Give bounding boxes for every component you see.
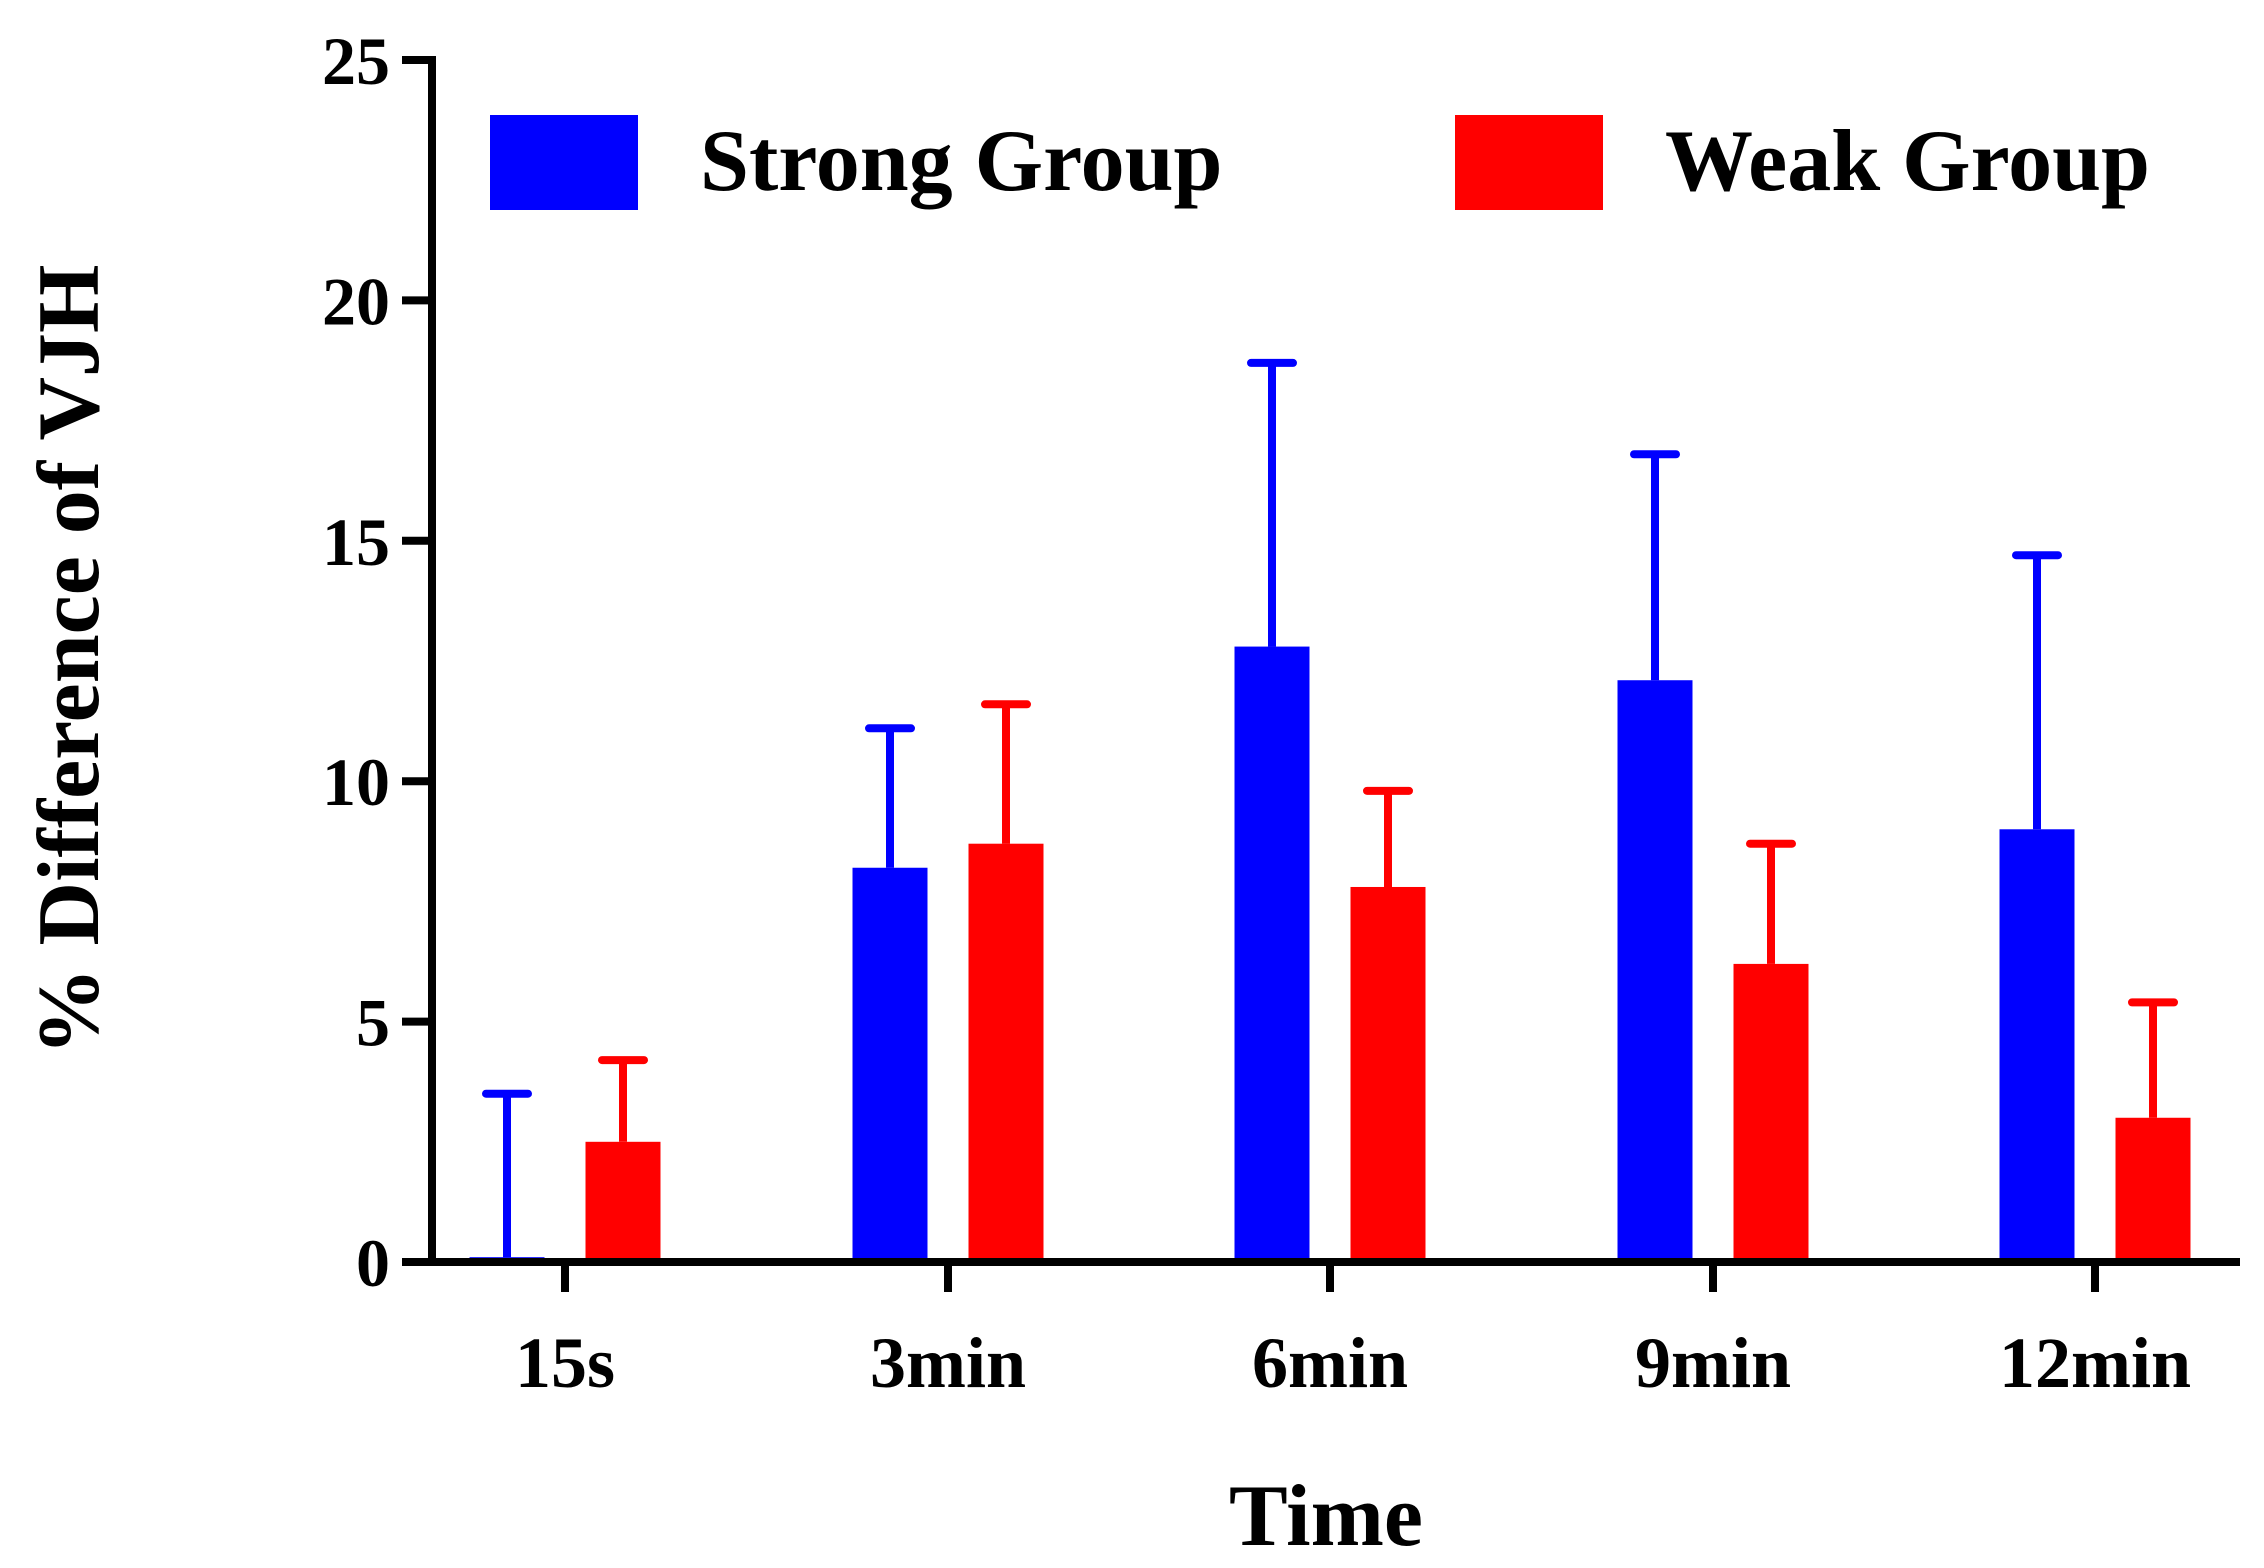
legend-swatch-weak-group bbox=[1455, 115, 1603, 210]
weak-group-bar bbox=[968, 843, 1044, 1262]
x-axis-title: Time bbox=[1229, 1468, 1423, 1565]
legend-swatch-strong-group bbox=[490, 115, 638, 210]
legend: Strong Group Weak Group bbox=[490, 113, 2150, 210]
y-axis-title: % Difference of VJH bbox=[21, 265, 118, 1056]
legend-label-strong-group: Strong Group bbox=[700, 113, 1222, 210]
y-tick-label: 5 bbox=[356, 985, 390, 1061]
error-bars-layer bbox=[482, 358, 2178, 1258]
x-tick-label: 12min bbox=[1999, 1323, 2191, 1403]
legend-label-weak-group: Weak Group bbox=[1665, 113, 2150, 210]
weak-group-bar bbox=[2115, 1117, 2191, 1262]
strong-group-bar bbox=[1617, 680, 1693, 1262]
y-tick-label: 10 bbox=[322, 744, 390, 820]
x-tick-label: 15s bbox=[515, 1323, 615, 1403]
strong-group-bar bbox=[1999, 829, 2075, 1262]
bars-layer bbox=[469, 646, 2191, 1262]
strong-group-bar bbox=[1234, 646, 1310, 1262]
weak-group-bar bbox=[1733, 963, 1809, 1262]
y-tick-label: 25 bbox=[322, 23, 390, 99]
y-tick-label: 20 bbox=[322, 263, 390, 339]
strong-group-bar bbox=[852, 867, 928, 1262]
x-tick-label: 3min bbox=[870, 1323, 1026, 1403]
y-tick-label: 15 bbox=[322, 504, 390, 580]
x-tick-label: 6min bbox=[1252, 1323, 1408, 1403]
weak-group-bar bbox=[585, 1141, 661, 1262]
weak-group-bar bbox=[1350, 886, 1426, 1262]
ticks-layer: 0 5 10 15 20 25 15s 3min 6min 9min 12min bbox=[322, 23, 2191, 1403]
axes-layer bbox=[428, 56, 2240, 1266]
x-tick-label: 9min bbox=[1635, 1323, 1791, 1403]
y-tick-label: 0 bbox=[356, 1225, 390, 1301]
